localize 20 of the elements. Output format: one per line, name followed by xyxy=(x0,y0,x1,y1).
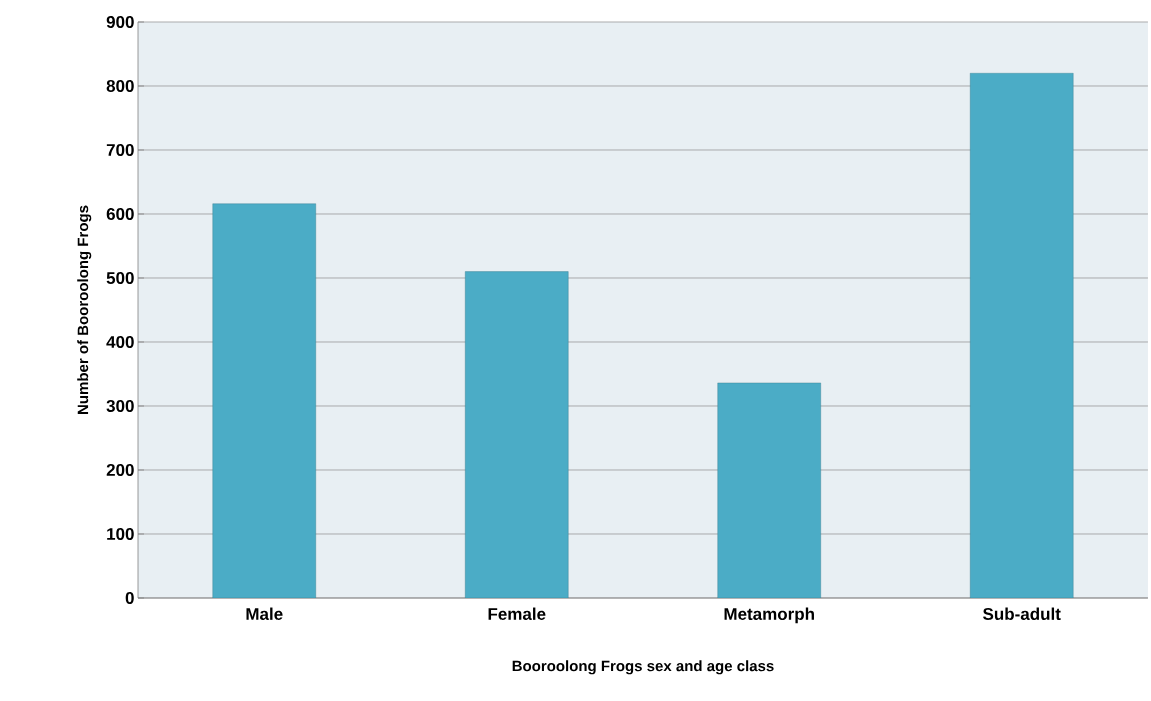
y-tick-label: 200 xyxy=(106,463,134,477)
bar xyxy=(465,271,569,598)
y-tick-label: 700 xyxy=(106,143,134,157)
bar xyxy=(212,203,316,598)
bar xyxy=(970,72,1074,598)
y-tick-label: 800 xyxy=(106,79,134,93)
y-tick-label: 100 xyxy=(107,527,134,541)
y-tick-label: 900 xyxy=(106,15,134,29)
y-tick-label: 400 xyxy=(106,335,134,349)
y-tick-label: 600 xyxy=(106,207,134,221)
x-axis-title: Booroolong Frogs sex and age class xyxy=(512,660,774,675)
x-tick-label: Metamorph xyxy=(724,607,814,624)
y-tick-label: 500 xyxy=(106,271,134,285)
x-tick-label: Sub-adult xyxy=(983,607,1061,621)
y-tick-label: 300 xyxy=(106,399,134,413)
y-tick-label: 0 xyxy=(125,591,134,605)
y-axis-title: Number of Booroolong Frogs xyxy=(77,205,92,414)
x-tick-label: Female xyxy=(488,607,546,621)
x-tick-label: Male xyxy=(246,607,283,621)
bar xyxy=(717,382,821,598)
